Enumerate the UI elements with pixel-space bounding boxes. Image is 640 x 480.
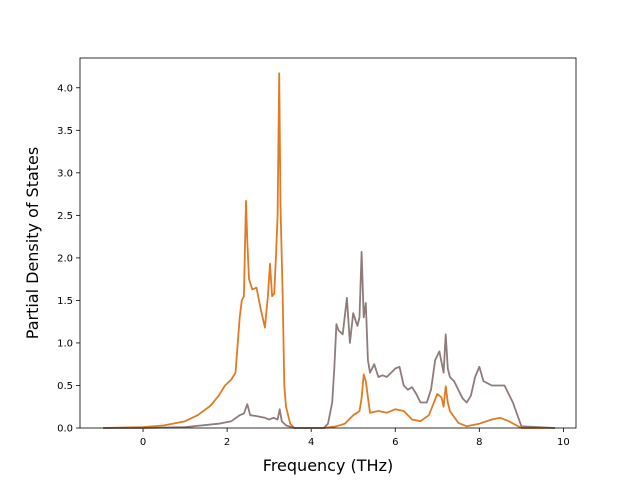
y-tick-label: 4.0 [57,83,73,94]
plot-frame [79,57,577,429]
x-tick-label: 2 [224,437,230,448]
series-line-2 [103,250,556,429]
series-lines [103,72,556,429]
y-tick-label: 1.5 [57,296,73,307]
y-tick-label: 1.0 [57,338,73,349]
x-tick-label: 4 [308,437,314,448]
y-tick-label: 3.5 [57,126,73,137]
x-tick-label: 8 [476,437,482,448]
x-tick-label: 0 [140,437,146,448]
y-tick-label: 2.5 [57,211,73,222]
y-tick-label: 0.5 [57,381,73,392]
y-tick-label: 2.0 [57,253,73,264]
x-axis-label: Frequency (THz) [263,456,393,475]
y-tick-label: 0.0 [57,424,73,435]
x-ticks: 0 2 4 6 8 10 [140,428,570,448]
x-tick-label: 6 [392,437,398,448]
y-axis-label: Partial Density of States [23,147,42,339]
series-line-1 [103,72,555,429]
y-ticks: 0.0 0.5 1.0 1.5 2.0 2.5 3.0 3.5 4.0 [57,83,80,435]
x-tick-label: 10 [557,437,570,448]
y-tick-label: 3.0 [57,168,73,179]
plot-area [80,58,576,428]
